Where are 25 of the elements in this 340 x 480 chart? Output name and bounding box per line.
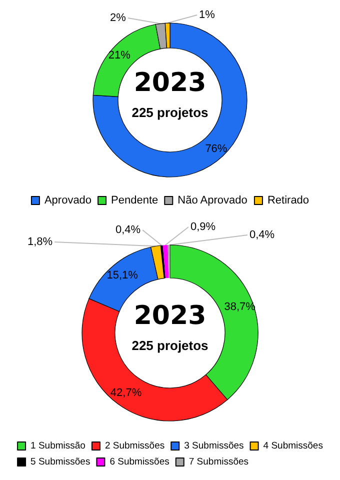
legend-label: 1 Submissão [30, 440, 86, 452]
legend-label: 6 Submissões [110, 456, 170, 468]
legend-label: Não Aprovado [178, 194, 248, 206]
data-label: 42,7% [110, 387, 142, 400]
legend-label: 2 Submissões [104, 440, 165, 452]
data-label: 1% [199, 9, 216, 21]
data-label: 21% [108, 49, 131, 62]
text: 225 projetos [132, 338, 208, 353]
legend-label: Aprovado [44, 194, 92, 206]
data-label: 15,1% [106, 270, 138, 282]
data-label: 0,4% [249, 229, 275, 241]
legend-label: 4 Submissões [263, 440, 324, 452]
data-label: 2% [110, 12, 126, 24]
data-label: 0,4% [115, 224, 141, 236]
text: 225 projetos [132, 105, 208, 120]
legend-label: 7 Submissões [188, 456, 249, 468]
text: 2023 [134, 68, 206, 98]
legend-label: Retirado [267, 194, 310, 206]
legend-label: 5 Submissões [30, 456, 90, 468]
text: 2023 [134, 301, 206, 331]
data-label: 0,9% [190, 221, 216, 233]
legend-label: 3 Submissões [184, 440, 244, 452]
data-label: 76% [205, 143, 228, 156]
legend-label: Pendente [111, 194, 158, 206]
data-label: 1,8% [27, 236, 53, 248]
